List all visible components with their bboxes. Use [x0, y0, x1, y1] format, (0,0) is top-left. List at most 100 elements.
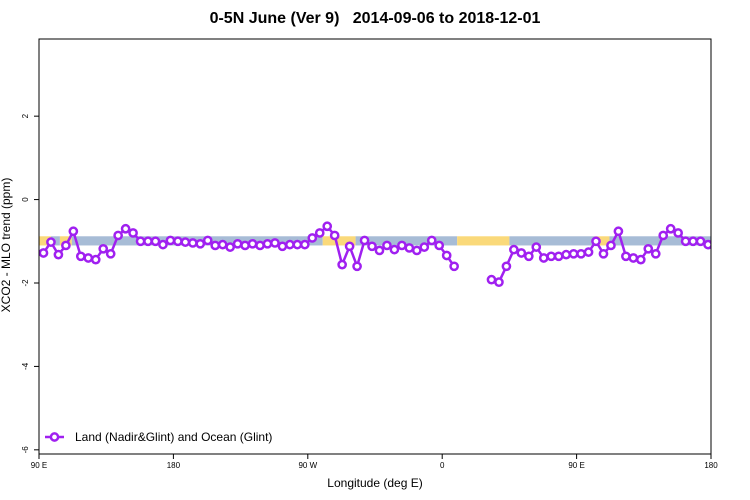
- data-point: [680, 236, 691, 247]
- data-point: [583, 247, 594, 257]
- band-segment-ocean: [509, 236, 595, 246]
- data-point: [397, 240, 407, 251]
- data-point: [404, 243, 415, 253]
- data-point: [83, 253, 94, 263]
- chart-title: 0-5N June (Ver 9) 2014-09-06 to 2018-12-…: [209, 10, 541, 27]
- data-point: [98, 243, 109, 254]
- data-point: [426, 235, 437, 246]
- data-point: [277, 241, 288, 252]
- data-point: [225, 242, 235, 252]
- data-point: [710, 238, 711, 243]
- data-point: [635, 254, 646, 265]
- data-point: [374, 245, 385, 256]
- data-point: [195, 238, 206, 249]
- data-point: [255, 240, 265, 251]
- data-point: [180, 237, 191, 247]
- data-point: [210, 240, 221, 251]
- y-tick-label: -6: [21, 446, 30, 454]
- data-point: [143, 236, 153, 247]
- band-segment-land: [457, 236, 510, 246]
- y-tick-label: -4: [21, 362, 30, 370]
- data-point: [128, 228, 138, 238]
- x-tick-label: 90 W: [298, 461, 317, 470]
- data-point: [53, 249, 64, 260]
- data-point: [546, 251, 557, 262]
- data-point: [658, 230, 669, 241]
- data-point: [187, 238, 198, 248]
- data-point: [240, 240, 250, 251]
- x-tick-label: 0: [440, 461, 445, 470]
- y-tick-label: 2: [21, 113, 30, 118]
- y-tick-label: 0: [21, 197, 30, 202]
- data-point: [643, 243, 654, 254]
- band-segment-ocean: [355, 236, 458, 246]
- data-point: [135, 236, 146, 247]
- data-point: [329, 230, 340, 241]
- data-point: [202, 235, 213, 246]
- data-point: [561, 249, 571, 260]
- y-tick-label: -2: [21, 279, 30, 287]
- data-point: [568, 248, 579, 259]
- data-point: [344, 241, 355, 252]
- legend-marker: [49, 432, 60, 442]
- data-point: [553, 251, 564, 262]
- data-point: [382, 240, 392, 251]
- data-point: [486, 274, 497, 285]
- data-point: [105, 248, 116, 259]
- data-point: [113, 230, 123, 241]
- data-point: [285, 239, 295, 250]
- data-point: [367, 241, 377, 252]
- data-point: [75, 251, 86, 262]
- data-point: [270, 238, 280, 248]
- data-point: [673, 228, 683, 238]
- data-point: [90, 254, 101, 265]
- data-point: [46, 237, 56, 247]
- data-point: [307, 233, 318, 243]
- data-point: [621, 251, 631, 262]
- data-point: [441, 250, 452, 261]
- data-point: [501, 261, 512, 272]
- legend-label: Land (Nadir&Glint) and Ocean (Glint): [75, 430, 272, 444]
- data-point: [173, 236, 183, 247]
- data-point: [61, 240, 71, 251]
- data-point: [494, 277, 504, 288]
- data-point: [352, 261, 362, 272]
- data-point: [576, 248, 586, 259]
- data-point: [232, 238, 243, 249]
- data-point: [299, 239, 310, 250]
- data-point: [613, 226, 624, 237]
- data-point: [247, 238, 258, 249]
- data-point: [449, 261, 459, 272]
- data-point: [158, 239, 168, 250]
- plot-frame: [38, 38, 712, 455]
- data-point: [314, 228, 325, 238]
- data-point: [703, 239, 711, 250]
- data-point: [411, 245, 422, 256]
- x-tick-label: 90 E: [568, 461, 584, 470]
- data-point: [598, 248, 609, 259]
- data-point: [419, 242, 430, 252]
- x-tick-label: 90 E: [31, 461, 47, 470]
- data-point: [165, 235, 176, 246]
- data-point: [606, 240, 616, 251]
- data-point: [337, 259, 347, 270]
- x-axis-label: Longitude (deg E): [327, 476, 423, 490]
- data-point: [516, 248, 527, 258]
- x-tick-label: 180: [167, 461, 181, 470]
- data-point: [665, 223, 676, 234]
- data-point: [695, 236, 706, 247]
- data-point: [359, 235, 370, 246]
- data-point: [650, 248, 661, 259]
- data-point: [292, 239, 303, 250]
- data-point: [120, 223, 131, 234]
- band-segment-land: [39, 236, 51, 246]
- data-point: [68, 226, 79, 237]
- data-point: [262, 238, 273, 249]
- band-segment-land: [594, 236, 610, 246]
- data-point: [150, 236, 161, 247]
- data-point: [322, 221, 333, 232]
- data-point: [217, 239, 228, 250]
- data-point: [538, 253, 549, 263]
